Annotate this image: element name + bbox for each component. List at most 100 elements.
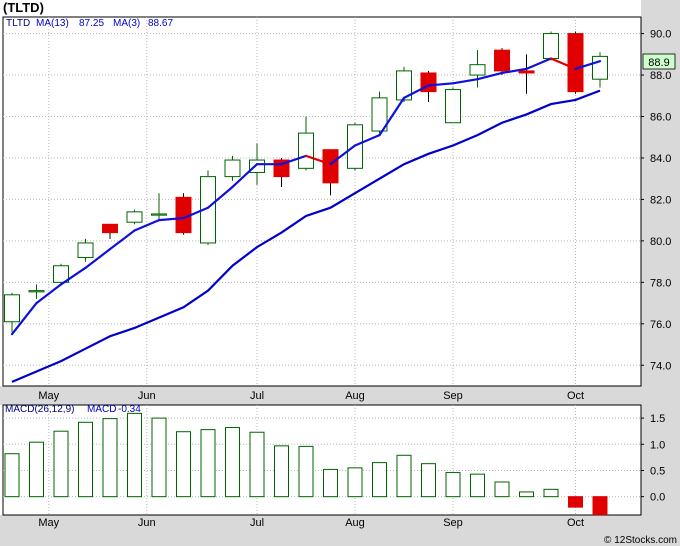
candle-body: [4, 294, 20, 323]
macd-bar: [372, 462, 387, 498]
candle-body: [28, 290, 45, 293]
macd-bar: [421, 463, 436, 498]
macd-x-axis: May Jun Jul Aug Sep Oct: [38, 517, 584, 529]
ma3-segment: [549, 57, 577, 70]
macd-xtick-label: Oct: [567, 517, 584, 529]
macd-bar: [274, 445, 289, 498]
candle-body: [567, 33, 584, 93]
macd-legend-name: MACD: [87, 404, 116, 415]
ma13-line: [11, 89, 601, 383]
legend-ma13-label: MA(13): [36, 18, 69, 29]
macd-bar: [543, 488, 559, 498]
moving-average-lines: [10, 57, 602, 383]
macd-bar: [225, 427, 240, 498]
ma3-segment: [59, 266, 87, 286]
macd-bar: [249, 431, 265, 498]
macd-bar: [396, 454, 412, 498]
ma3-segment: [329, 144, 357, 166]
ma3-segment: [133, 219, 161, 232]
macd-x-axis-strip: [0, 515, 680, 546]
macd-bar: [176, 431, 191, 498]
ma3-segment: [157, 216, 185, 222]
candle-body: [469, 64, 486, 76]
last-price-tag: [642, 53, 676, 70]
macd-bar: [102, 418, 118, 498]
macd-grid: [3, 405, 641, 515]
ma3-segment: [353, 134, 381, 147]
candle-body: [371, 97, 388, 132]
macd-xtick-label: Jul: [250, 517, 264, 529]
price-xtick-label: Sep: [443, 390, 463, 402]
macd-bar: [298, 445, 314, 498]
candle-body: [518, 70, 535, 74]
ma3-segment: [427, 82, 455, 87]
ma3-segment: [574, 60, 602, 70]
price-panel: [2, 16, 642, 387]
macd-xtick-label: Aug: [345, 517, 365, 529]
candle-body: [322, 149, 339, 184]
ma3-segment: [451, 78, 479, 85]
price-xtick-label: May: [38, 390, 59, 402]
macd-bar: [53, 430, 69, 498]
ma3-segment: [108, 229, 136, 251]
candle-body: [151, 213, 167, 216]
ma3-segment: [182, 206, 210, 220]
price-ytick-label: 82.0: [650, 194, 671, 206]
candle-body: [543, 33, 559, 59]
price-xtick-label: Jun: [138, 390, 156, 402]
ma3-segment: [231, 163, 259, 189]
macd-legend-value: -0.34: [118, 404, 141, 415]
watermark: © 12Stocks.com: [604, 535, 677, 546]
y-axis-strip: [641, 0, 680, 546]
ma3-segment: [35, 283, 63, 305]
macd-bar: [347, 467, 363, 498]
ma3-segment: [206, 185, 234, 209]
macd-bar: [200, 429, 216, 498]
macd-bar: [323, 468, 338, 498]
price-ytick-label: 88.0: [650, 70, 671, 82]
macd-bar: [592, 496, 608, 515]
macd-ytick-label: 0.5: [650, 465, 665, 477]
price-xtick-label: Aug: [345, 390, 365, 402]
chart-title: (TLTD): [3, 0, 44, 15]
macd-bar: [494, 481, 510, 498]
price-ytick-label: 84.0: [650, 153, 671, 165]
ma3-segment: [476, 71, 504, 81]
price-ytick-label: 74.0: [650, 360, 671, 372]
candle-body: [224, 159, 241, 178]
legend-ma3-label: MA(3): [113, 18, 140, 29]
ma3-segment: [280, 154, 308, 166]
candle-body: [298, 132, 314, 169]
ma3-segment: [500, 67, 528, 75]
macd-panel: [2, 404, 642, 516]
ma3-segment: [84, 248, 112, 269]
macd-bar: [445, 472, 461, 498]
legend-ma13-value: 87.25: [79, 18, 104, 29]
candle-body: [592, 55, 608, 80]
ma3-segment: [10, 301, 38, 336]
macd-bar: [519, 491, 534, 498]
price-x-axis-strip: [0, 386, 680, 405]
macd-bar: [78, 421, 93, 498]
macd-ytick-label: 0.0: [650, 492, 665, 504]
ma3-segment: [525, 57, 553, 70]
last-price-label: 88.9: [648, 57, 669, 69]
price-ytick-label: 90.0: [650, 29, 671, 41]
macd-legend-label: MACD(26,12,9): [5, 404, 74, 415]
macd-bar: [4, 453, 20, 498]
price-grid: [3, 17, 641, 386]
price-xtick-label: Jul: [250, 390, 264, 402]
price-ytick-label: 78.0: [650, 277, 671, 289]
candle-body: [396, 70, 412, 101]
legend-symbol: TLTD: [6, 18, 30, 29]
candle-body: [249, 159, 265, 173]
macd-bars: [4, 412, 608, 515]
price-ytick-label: 86.0: [650, 112, 671, 124]
candle-body: [126, 211, 143, 223]
macd-bar: [29, 441, 44, 498]
candle-body: [53, 265, 69, 283]
price-ytick-label: 76.0: [650, 319, 671, 331]
macd-ytick-label: 1.0: [650, 439, 665, 451]
ma3-segment: [402, 84, 430, 99]
candle-body: [77, 242, 94, 258]
